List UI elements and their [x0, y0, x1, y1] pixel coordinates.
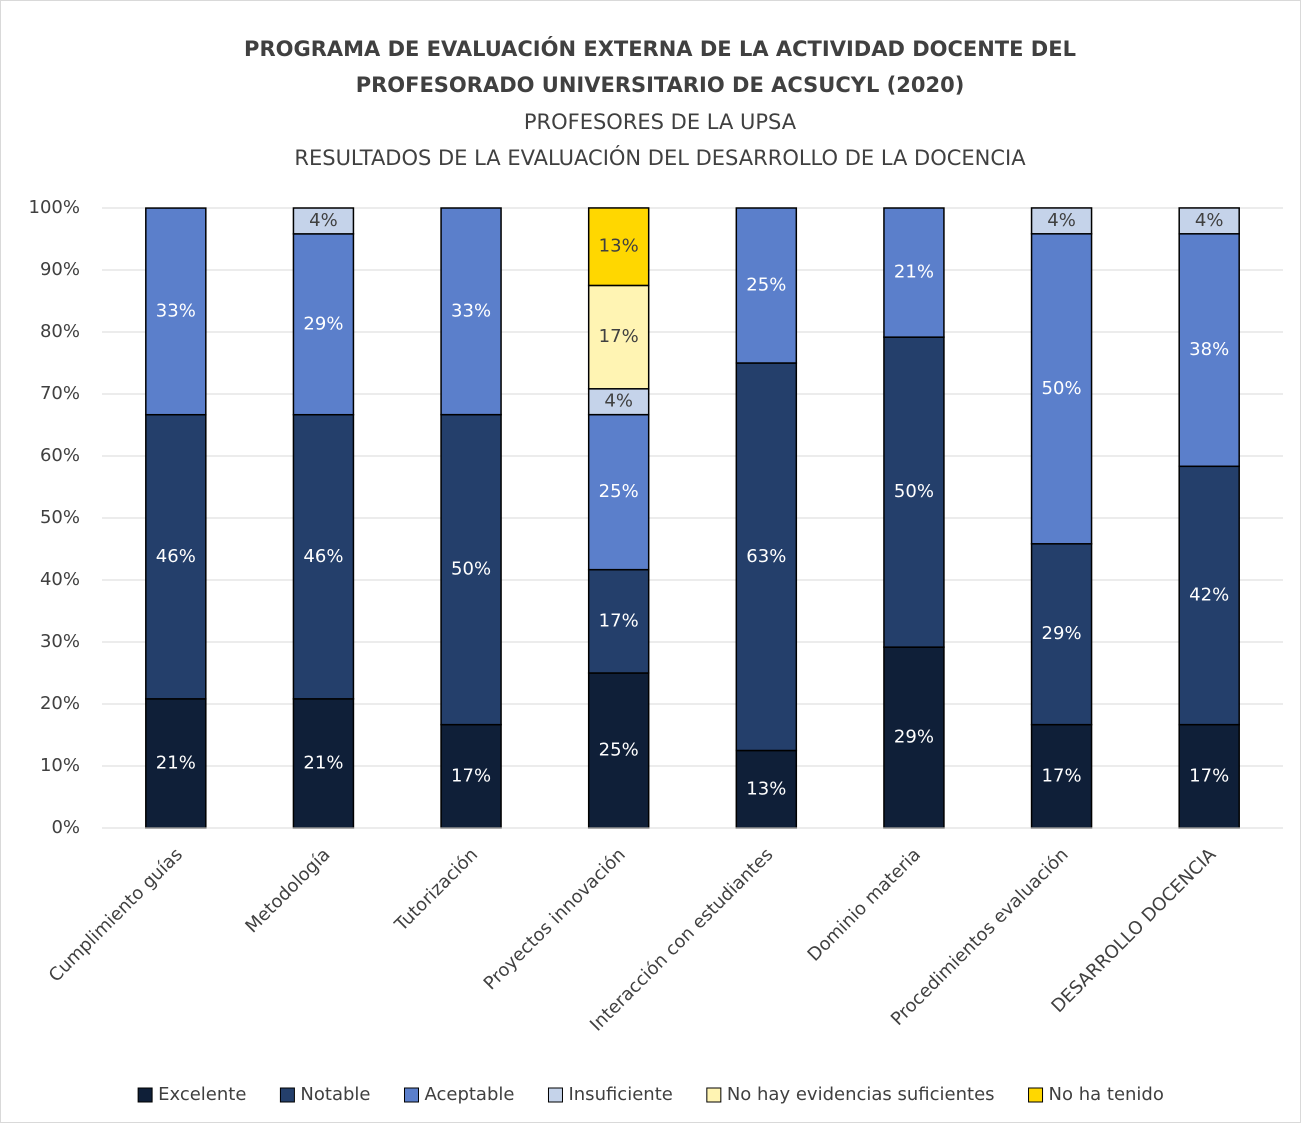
data-label: 63%: [746, 546, 786, 567]
y-tick-label: 0%: [51, 817, 80, 838]
data-label: 38%: [1189, 339, 1229, 360]
bar-segment: [440, 723, 502, 829]
y-tick-label: 90%: [40, 259, 80, 280]
data-label: 25%: [746, 275, 786, 296]
data-label: 25%: [599, 740, 639, 761]
legend-swatch: [547, 1087, 563, 1103]
bar-segment: [883, 336, 945, 648]
data-label: 50%: [451, 559, 491, 580]
bar-segment: [883, 207, 945, 338]
chart-subtitle: PROFESORES DE LA UPSA: [524, 110, 797, 134]
bar-segment: [1030, 207, 1093, 235]
bar-segment: [292, 413, 355, 700]
bar-segment: [1178, 207, 1240, 235]
legend-label: Excelente: [158, 1084, 246, 1105]
bar-segment: [883, 646, 945, 829]
y-tick-label: 60%: [40, 445, 80, 466]
bar-segment: [145, 698, 207, 829]
bar-segment: [292, 698, 355, 829]
data-label: 17%: [1189, 765, 1229, 786]
bar-segment: [587, 413, 650, 571]
y-tick-label: 100%: [29, 197, 80, 218]
bar-segment: [587, 568, 650, 674]
chart-title: PROFESORADO UNIVERSITARIO DE ACSUCYL (20…: [356, 73, 965, 97]
bar-segment: [735, 362, 798, 752]
bar-segment: [292, 233, 355, 416]
data-label: 42%: [1189, 584, 1229, 605]
y-tick-label: 70%: [40, 383, 80, 404]
chart-title: PROGRAMA DE EVALUACIÓN EXTERNA DE LA ACT…: [244, 36, 1076, 61]
legend-label: No ha tenido: [1049, 1084, 1164, 1105]
y-tick-label: 50%: [40, 507, 80, 528]
data-label: 46%: [303, 546, 343, 567]
legend-label: No hay evidencias suficientes: [727, 1084, 995, 1105]
data-label: 4%: [1047, 210, 1076, 231]
y-tick-label: 40%: [40, 569, 80, 590]
y-tick-label: 20%: [40, 693, 80, 714]
bar-segment: [440, 413, 502, 726]
data-label: 17%: [599, 326, 639, 347]
bar-segment: [1178, 465, 1240, 726]
bar-segment: [587, 672, 650, 829]
data-label: 13%: [746, 778, 786, 799]
legend-label: Notable: [300, 1084, 370, 1105]
data-label: 21%: [156, 752, 196, 773]
data-label: 46%: [156, 546, 196, 567]
legend-swatch: [279, 1087, 295, 1103]
data-label: 13%: [599, 236, 639, 257]
data-label: 50%: [894, 481, 934, 502]
bar-segment: [1030, 233, 1093, 545]
bar-segment: [440, 207, 502, 416]
bar-segment: [735, 207, 798, 364]
data-label: 17%: [599, 610, 639, 631]
data-label: 4%: [604, 391, 633, 412]
data-label: 29%: [303, 313, 343, 334]
data-label: 50%: [1042, 378, 1082, 399]
data-label: 21%: [894, 262, 934, 283]
bar-segment: [145, 413, 207, 700]
data-label: 29%: [894, 727, 934, 748]
y-tick-label: 30%: [40, 631, 80, 652]
data-label: 4%: [309, 210, 338, 231]
bar-segment: [587, 388, 650, 416]
legend-swatch: [403, 1087, 419, 1103]
legend-swatch: [137, 1087, 153, 1103]
legend-label: Insuficiente: [568, 1084, 672, 1105]
data-label: 25%: [599, 481, 639, 502]
bar-segment: [1178, 723, 1240, 829]
data-label: 33%: [156, 300, 196, 321]
y-tick-label: 10%: [40, 755, 80, 776]
bar-segment: [1030, 543, 1093, 726]
bar-segment: [587, 207, 650, 287]
data-label: 17%: [451, 765, 491, 786]
bar-segment: [292, 207, 355, 235]
legend-swatch: [1028, 1087, 1044, 1103]
bar-segment: [145, 207, 207, 416]
data-label: 17%: [1042, 765, 1082, 786]
data-label: 29%: [1042, 623, 1082, 644]
legend-swatch: [706, 1087, 722, 1103]
chart-subtitle: RESULTADOS DE LA EVALUACIÓN DEL DESARROL…: [294, 145, 1026, 170]
data-label: 21%: [303, 752, 343, 773]
y-tick-label: 80%: [40, 321, 80, 342]
data-label: 33%: [451, 300, 491, 321]
data-label: 4%: [1195, 210, 1224, 231]
legend-label: Aceptable: [424, 1084, 514, 1105]
